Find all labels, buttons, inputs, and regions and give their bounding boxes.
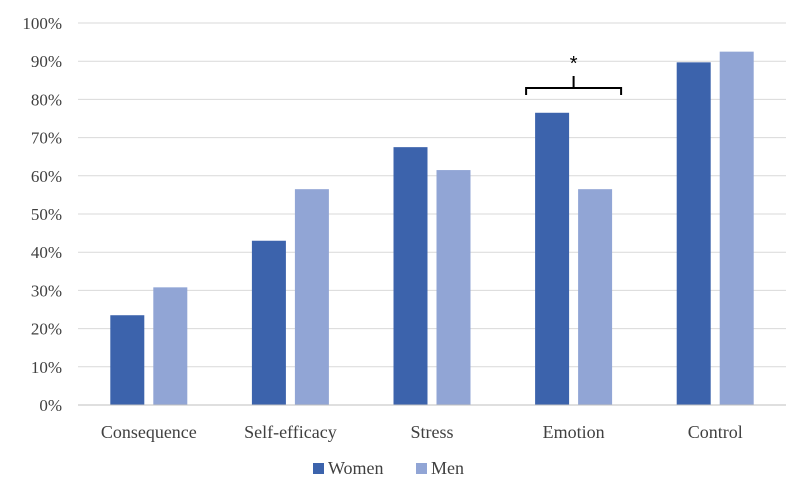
category-label: Control	[688, 422, 743, 442]
y-tick-label: 10%	[31, 358, 62, 377]
bar-men-emotion	[578, 189, 613, 405]
y-axis-tick-labels: 0% 10% 20% 30% 40% 50% 60% 70% 80% 90% 100%	[22, 14, 62, 415]
y-tick-label: 80%	[31, 90, 62, 109]
category-labels: Consequence Self-efficacy Stress Emotion Con…	[101, 422, 743, 442]
bar-women-consequence	[110, 315, 145, 405]
y-tick-label: 70%	[31, 129, 62, 148]
gridlines	[78, 22, 786, 368]
bar-men-self-efficacy	[294, 189, 329, 405]
bar-men-control	[719, 51, 754, 406]
y-tick-label: 50%	[31, 205, 62, 224]
bar-women-emotion	[535, 112, 570, 406]
category-label: Emotion	[543, 422, 605, 442]
significance-marker: *	[570, 53, 578, 75]
category-label: Stress	[410, 422, 453, 442]
legend-item-men[interactable]: Men	[416, 458, 464, 478]
y-tick-label: 90%	[31, 52, 62, 71]
annotations: *	[525, 53, 623, 95]
bar-women-control	[676, 62, 711, 405]
legend-swatch	[416, 463, 427, 474]
y-tick-label: 100%	[22, 14, 62, 33]
legend-label: Men	[431, 458, 464, 478]
bar-men-stress	[436, 170, 471, 405]
bar-men-consequence	[153, 287, 188, 405]
legend-swatch	[313, 463, 324, 474]
y-tick-label: 60%	[31, 167, 62, 186]
category-label: Consequence	[101, 422, 197, 442]
y-tick-label: 20%	[31, 320, 62, 339]
significance-bracket	[525, 76, 623, 95]
bar-women-self-efficacy	[251, 240, 286, 405]
y-tick-label: 40%	[31, 243, 62, 262]
bar-women-stress	[393, 147, 428, 405]
legend-label: Women	[328, 458, 384, 478]
legend[interactable]: Women Men	[313, 458, 464, 478]
y-tick-label: 30%	[31, 281, 62, 300]
legend-item-women[interactable]: Women	[313, 458, 384, 478]
category-label: Self-efficacy	[244, 422, 337, 442]
bars	[110, 51, 754, 406]
y-tick-label: 0%	[39, 396, 62, 415]
